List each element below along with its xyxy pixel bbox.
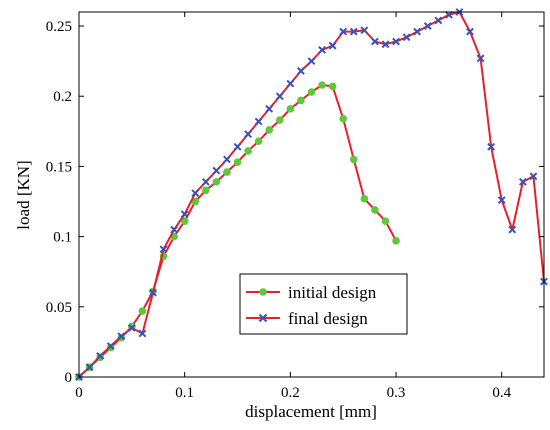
data-point bbox=[85, 363, 94, 372]
data-point bbox=[117, 332, 126, 341]
data-point bbox=[212, 178, 221, 186]
data-point bbox=[286, 79, 295, 88]
data-point bbox=[106, 342, 115, 351]
data-point bbox=[297, 96, 305, 105]
data-point bbox=[191, 189, 200, 198]
x-tick-label: 0.4 bbox=[492, 385, 511, 401]
data-point bbox=[275, 116, 284, 124]
data-point bbox=[149, 288, 157, 297]
data-point bbox=[318, 81, 326, 89]
data-point bbox=[529, 172, 538, 181]
data-point bbox=[159, 245, 168, 254]
data-point bbox=[96, 352, 105, 360]
data-point bbox=[202, 186, 210, 195]
x-axis-label: displacement [mm] bbox=[245, 402, 377, 421]
x-tick-label: 0.2 bbox=[281, 385, 300, 401]
data-point bbox=[371, 37, 379, 46]
series-layer bbox=[75, 8, 548, 381]
data-point bbox=[466, 27, 474, 36]
data-point bbox=[223, 155, 231, 164]
plot-frame bbox=[78, 11, 545, 378]
data-point bbox=[265, 104, 274, 113]
data-point bbox=[138, 307, 147, 315]
data-point bbox=[423, 22, 432, 30]
data-point bbox=[180, 210, 189, 219]
legend: initial design final design bbox=[239, 273, 408, 335]
data-point bbox=[233, 142, 242, 151]
data-point bbox=[286, 105, 295, 113]
data-point bbox=[265, 126, 274, 134]
data-point bbox=[307, 57, 316, 66]
data-point bbox=[349, 27, 358, 36]
data-point bbox=[318, 45, 326, 54]
data-point bbox=[244, 130, 252, 139]
data-point bbox=[402, 33, 411, 42]
data-point bbox=[328, 82, 337, 91]
data-point bbox=[434, 16, 443, 25]
data-point bbox=[254, 137, 263, 145]
data-point bbox=[518, 177, 527, 186]
data-point bbox=[487, 142, 496, 151]
data-point bbox=[212, 166, 221, 175]
y-axis-label: load [KN] bbox=[14, 160, 33, 229]
y-tick-label: 0.05 bbox=[46, 300, 72, 316]
legend-marker-final bbox=[258, 313, 268, 323]
y-tick-label: 0.25 bbox=[46, 19, 72, 35]
data-point bbox=[392, 237, 400, 245]
x-tick-label: 0 bbox=[75, 385, 83, 401]
data-point bbox=[191, 197, 200, 206]
data-point bbox=[444, 10, 453, 19]
y-tick-label: 0 bbox=[65, 370, 73, 386]
ticks-layer: 0 0.1 0.2 0.3 0.4 0 0.05 0.1 0.15 0.2 0.25 bbox=[46, 12, 544, 401]
legend-box bbox=[239, 273, 408, 335]
legend-marker-initial bbox=[259, 288, 267, 296]
data-point bbox=[328, 41, 337, 50]
data-point bbox=[180, 217, 189, 225]
data-point bbox=[127, 323, 136, 332]
data-point bbox=[201, 177, 210, 186]
legend-label-initial: initial design bbox=[288, 283, 377, 302]
data-point bbox=[371, 206, 379, 214]
y-tick-label: 0.15 bbox=[46, 159, 72, 175]
y-tick-label: 0.1 bbox=[53, 230, 72, 246]
data-point bbox=[508, 225, 517, 234]
x-tick-label: 0.3 bbox=[387, 385, 406, 401]
data-point bbox=[497, 196, 506, 205]
data-point bbox=[233, 158, 242, 167]
data-point bbox=[254, 117, 263, 126]
data-point bbox=[381, 40, 390, 49]
series-final-design bbox=[75, 8, 548, 381]
data-point bbox=[392, 37, 400, 46]
data-point bbox=[275, 92, 284, 101]
y-tick-label: 0.2 bbox=[53, 89, 72, 105]
data-point bbox=[138, 329, 147, 338]
data-point bbox=[339, 27, 348, 36]
data-point bbox=[339, 114, 348, 123]
legend-label-final: final design bbox=[288, 309, 368, 328]
data-point bbox=[297, 67, 305, 75]
data-point bbox=[360, 194, 369, 203]
data-point bbox=[476, 54, 485, 63]
data-point bbox=[307, 88, 316, 96]
data-point bbox=[381, 217, 390, 225]
data-point bbox=[360, 26, 369, 35]
data-point bbox=[223, 168, 231, 176]
data-point bbox=[413, 27, 422, 36]
data-point bbox=[244, 147, 252, 155]
x-tick-label: 0.1 bbox=[175, 385, 194, 401]
data-point bbox=[349, 155, 358, 164]
data-point bbox=[170, 225, 179, 234]
